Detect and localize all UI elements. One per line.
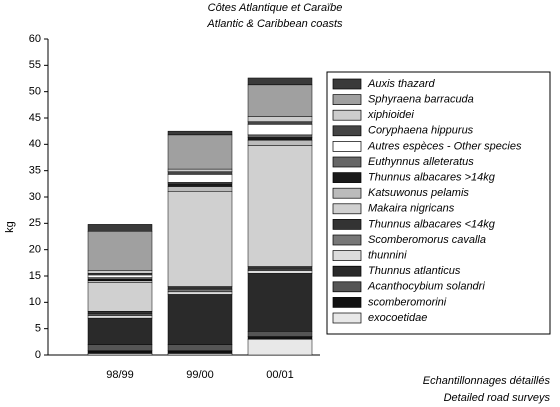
x-axis-label: Echantillonnages détaillés [423, 375, 551, 387]
legend-swatch [332, 187, 362, 199]
legend-label: exocoetidae [368, 312, 427, 324]
legend-swatch [332, 297, 362, 308]
bar-segment [247, 121, 313, 125]
x-tick-label: 98/99 [106, 369, 134, 381]
bar-segment [167, 350, 233, 354]
legend-label: Thunnus albacares >14kg [368, 172, 496, 184]
legend-label: Acanthocybium solandri [367, 281, 485, 293]
legend-swatch [332, 109, 362, 121]
bar-segment [167, 288, 233, 293]
bar-segment [87, 311, 153, 315]
bar-segment [87, 344, 153, 352]
bar-segment [87, 315, 153, 319]
bar-segment [167, 344, 233, 352]
bar-segment [247, 137, 313, 141]
bar-segment [247, 134, 313, 138]
legend-label: Autres espèces - Other species [367, 140, 522, 152]
legend-label: thunnini [368, 250, 407, 262]
legend-label: scomberomorini [368, 296, 447, 308]
bar-segment [247, 270, 313, 274]
y-tick-label: 10 [29, 296, 41, 308]
bar-segment [167, 171, 233, 175]
legend-label: Euthynnus alleteratus [368, 156, 474, 168]
y-tick-label: 40 [29, 138, 41, 150]
legend-label: Scomberomorus cavalla [368, 234, 486, 246]
legend-label: Thunnus atlanticus [368, 265, 461, 277]
bar-segment [87, 282, 153, 312]
legend-label: xiphioidei [367, 109, 414, 121]
x-tick-label: 00/01 [266, 369, 294, 381]
legend-swatch [332, 125, 362, 137]
y-tick-label: 35 [29, 165, 41, 177]
legend-swatch [332, 281, 362, 293]
legend-swatch [332, 312, 362, 324]
bar-segment [167, 183, 233, 187]
bar-segment [247, 336, 313, 340]
y-tick-label: 50 [29, 86, 41, 98]
bar-segment [167, 286, 233, 290]
legend-label: Sphyraena barracuda [368, 94, 474, 106]
bar-segment [167, 130, 233, 136]
legend-label: Thunnus albacares <14kg [368, 218, 496, 230]
y-tick-label: 20 [29, 244, 41, 256]
legend-swatch [332, 250, 362, 261]
y-tick-label: 60 [29, 33, 41, 45]
bar-segment [87, 224, 153, 232]
bar-segment [87, 270, 153, 274]
bar-segment [247, 84, 313, 117]
legend-swatch [332, 156, 362, 168]
x-axis-label: Detailed road surveys [444, 392, 551, 404]
bar-segment [167, 186, 233, 192]
bar-segment [167, 168, 233, 172]
legend-label: Makaira nigricans [368, 203, 455, 215]
y-tick-label: 55 [29, 59, 41, 71]
bar-segment [167, 174, 233, 183]
bar-segment [87, 350, 153, 354]
bar-segment [247, 145, 313, 267]
bar-segment [247, 77, 313, 86]
y-axis-label: kg [4, 221, 16, 233]
bar-segment [247, 331, 313, 337]
legend [326, 71, 551, 335]
bar-segment [247, 139, 313, 146]
bar-segment [247, 338, 313, 356]
chart-subtitle: Atlantic & Caribbean coasts [206, 18, 343, 30]
bar-segment [87, 274, 153, 278]
legend-swatch [332, 141, 362, 152]
y-tick-label: 25 [29, 217, 41, 229]
legend-swatch [332, 172, 362, 183]
legend-label: Coryphaena hippurus [368, 125, 474, 137]
bar-segment [247, 266, 313, 270]
legend-label: Katsuwonus pelamis [368, 187, 469, 199]
legend-swatch [332, 265, 362, 277]
bar-segment [87, 230, 153, 271]
legend-swatch [332, 203, 362, 215]
bar-segment [247, 124, 313, 136]
legend-swatch [332, 219, 362, 230]
x-tick-label: 99/00 [186, 369, 214, 381]
bar-segment [167, 291, 233, 295]
bar-segment [87, 317, 153, 345]
bar-segment [167, 191, 233, 287]
chart-title: Côtes Atlantique et Caraïbe [208, 2, 343, 14]
legend-swatch [332, 94, 362, 105]
bar-segment [167, 134, 233, 170]
legend-swatch [332, 234, 362, 246]
y-tick-label: 45 [29, 112, 41, 124]
y-tick-label: 5 [35, 323, 41, 335]
bar-segment [247, 273, 313, 332]
y-tick-label: 15 [29, 270, 41, 282]
bar-segment [247, 116, 313, 122]
y-tick-label: 0 [35, 349, 41, 361]
legend-label: Auxis thazard [367, 78, 436, 90]
y-tick-label: 30 [29, 191, 41, 203]
bar-segment [167, 294, 233, 345]
legend-swatch [332, 78, 362, 90]
